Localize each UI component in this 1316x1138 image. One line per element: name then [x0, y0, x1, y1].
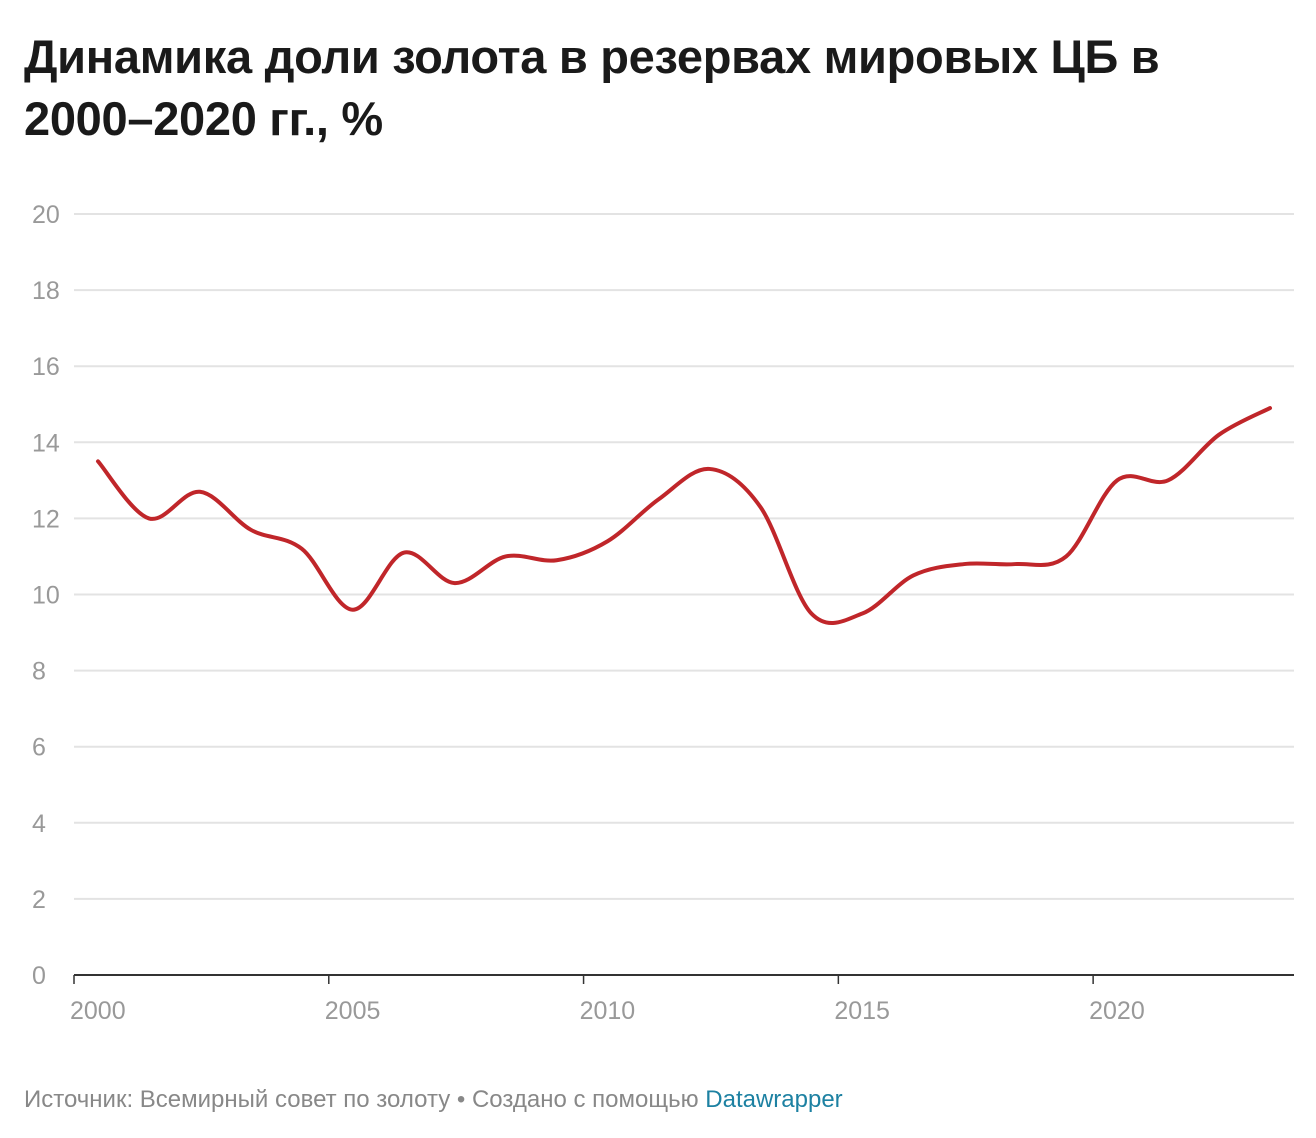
- y-tick-label: 20: [32, 201, 60, 229]
- series-layer: [96, 406, 1272, 625]
- chart-title: Динамика доли золота в резервах мировых …: [24, 30, 1160, 145]
- y-tick-label: 0: [32, 962, 46, 990]
- x-tick-label: 2005: [325, 997, 381, 1025]
- y-tick-label: 4: [32, 810, 46, 838]
- x-axis-ticks: [73, 975, 1094, 984]
- x-tick-label: 2010: [580, 997, 636, 1025]
- series-line: [96, 406, 1272, 625]
- x-tick-label: 2020: [1089, 997, 1145, 1025]
- created-with-text: Создано с помощью: [471, 1086, 706, 1113]
- y-tick-label: 14: [32, 429, 60, 457]
- y-tick-label: 6: [32, 734, 46, 762]
- y-tick-label: 12: [32, 505, 60, 533]
- y-tick-label: 2: [32, 886, 46, 914]
- datawrapper-link[interactable]: Datawrapper: [705, 1086, 843, 1113]
- gridlines: [74, 213, 1294, 900]
- x-tick-label: 2000: [70, 997, 126, 1025]
- source-text: Источник: Всемирный совет по золоту: [24, 1086, 451, 1113]
- x-tick-label: 2015: [834, 997, 890, 1025]
- line-chart: 0 2 4 6 8 10 12 14 16 18 20 2000 2005 2010 2015 2020: [32, 201, 1294, 1025]
- x-axis-tick-labels: 2000 2005 2010 2015 2020: [70, 997, 1145, 1025]
- y-axis-tick-labels: 0 2 4 6 8 10 12 14 16 18 20: [32, 201, 60, 990]
- y-tick-label: 16: [32, 353, 60, 381]
- y-tick-label: 10: [32, 582, 60, 610]
- y-tick-label: 18: [32, 277, 60, 305]
- footer-separator: •: [450, 1086, 472, 1113]
- y-tick-label: 8: [32, 658, 46, 686]
- footer: Источник: Всемирный совет по золоту • Со…: [24, 1086, 843, 1114]
